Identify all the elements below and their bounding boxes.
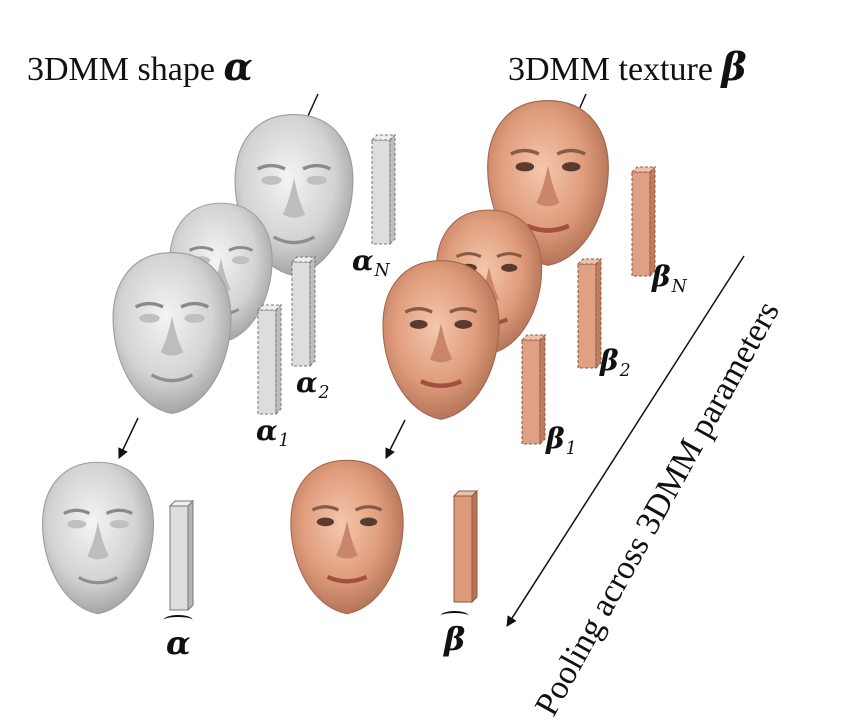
alpha-hat-label: α	[166, 624, 191, 662]
alpha-n-label: αN	[352, 244, 390, 282]
alpha-2-bar	[290, 255, 317, 368]
alpha-2-label: α2	[296, 366, 330, 404]
texture-title-symbol: β	[721, 44, 747, 89]
beta-1-bar	[520, 333, 547, 446]
shape-title-text: 3DMM shape	[27, 51, 215, 88]
pooling-direction-arrow-icon	[506, 255, 745, 627]
shape-title: 3DMM shape α	[27, 44, 253, 89]
alpha-1-label: α1	[256, 414, 290, 452]
shape-face-1-icon	[111, 250, 233, 416]
texture-title: 3DMM texture β	[508, 44, 747, 89]
beta-n-label: βN	[652, 260, 687, 298]
beta-hat-label: β	[444, 620, 466, 658]
beta-2-label: β2	[600, 344, 631, 382]
texture-face-1-icon	[383, 261, 499, 420]
texture-title-text: 3DMM texture	[508, 51, 713, 88]
shape-face-pooled-icon	[40, 460, 156, 616]
beta-2-bar	[576, 257, 603, 370]
shape-title-symbol: α	[223, 44, 253, 89]
texture-pool-arrow-icon	[385, 419, 406, 459]
alpha-1-bar	[256, 303, 283, 416]
alpha-hat-bar	[168, 499, 195, 612]
beta-1-label: β1	[546, 422, 577, 460]
shape-pool-arrow-icon	[118, 417, 139, 459]
texture-face-pooled-icon	[291, 460, 403, 613]
beta-n-bar	[630, 165, 657, 278]
shape-title-pointer	[307, 93, 319, 117]
alpha-n-bar	[370, 133, 397, 246]
beta-hat-bar	[452, 489, 479, 604]
